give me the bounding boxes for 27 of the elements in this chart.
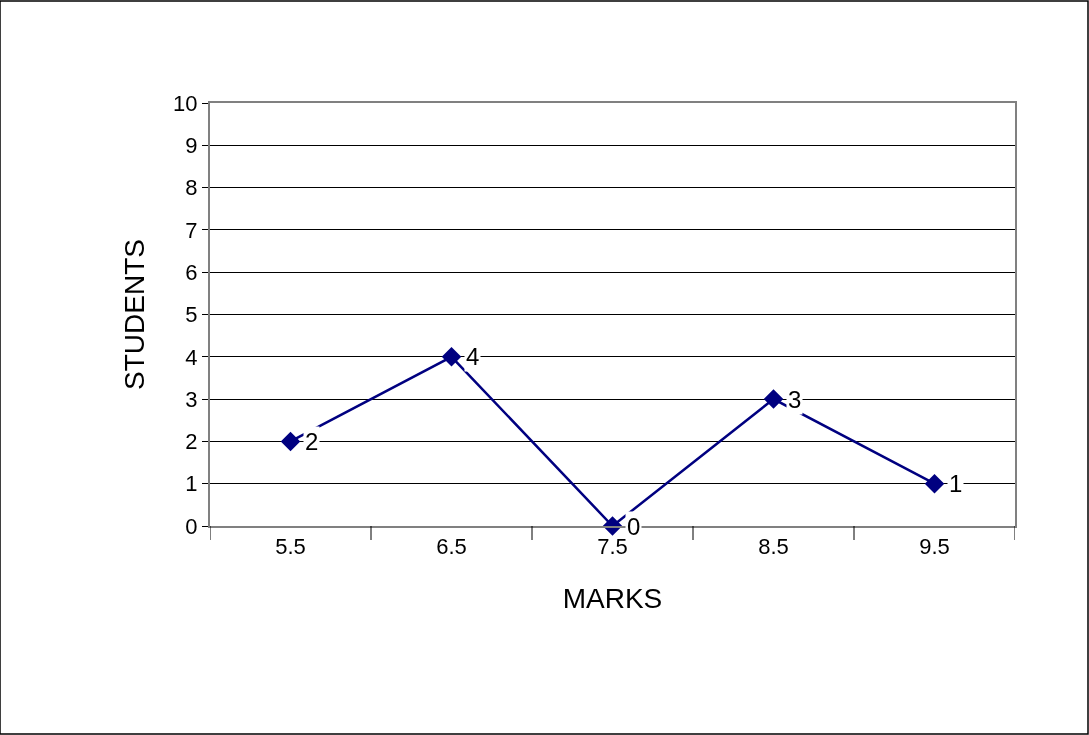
- y-tick-label: 0: [185, 513, 198, 539]
- x-tick-label: 9.5: [919, 534, 950, 560]
- y-tick-label: 3: [185, 386, 198, 412]
- x-tick-label: 5.5: [275, 534, 306, 560]
- y-tick-label: 2: [185, 429, 198, 455]
- y-tick-label: 8: [185, 175, 198, 201]
- y-tick-label: 6: [185, 259, 198, 285]
- point: [924, 473, 945, 494]
- y-tick-label: 10: [173, 90, 198, 116]
- y-tick-label: 5: [185, 302, 198, 328]
- y-tick-label: 4: [185, 344, 198, 370]
- data-label: 1: [949, 470, 963, 497]
- data-label: 4: [466, 343, 480, 370]
- x-axis-title: MARKS: [562, 583, 663, 614]
- y-tick-label: 9: [185, 133, 198, 158]
- x-tick-label: 6.5: [436, 534, 467, 560]
- y-tick-label: 1: [185, 471, 198, 497]
- x-tick-label: 7.5: [597, 534, 628, 560]
- point: [280, 431, 301, 452]
- point: [763, 389, 784, 409]
- x-tick-label: 8.5: [758, 534, 789, 560]
- data-label: 2: [305, 428, 319, 455]
- y-axis-title: STUDENTS: [119, 239, 151, 390]
- data-label: 0: [627, 513, 641, 540]
- point: [441, 347, 462, 367]
- y-tick-label: 7: [185, 217, 198, 243]
- data-label: 3: [788, 386, 802, 413]
